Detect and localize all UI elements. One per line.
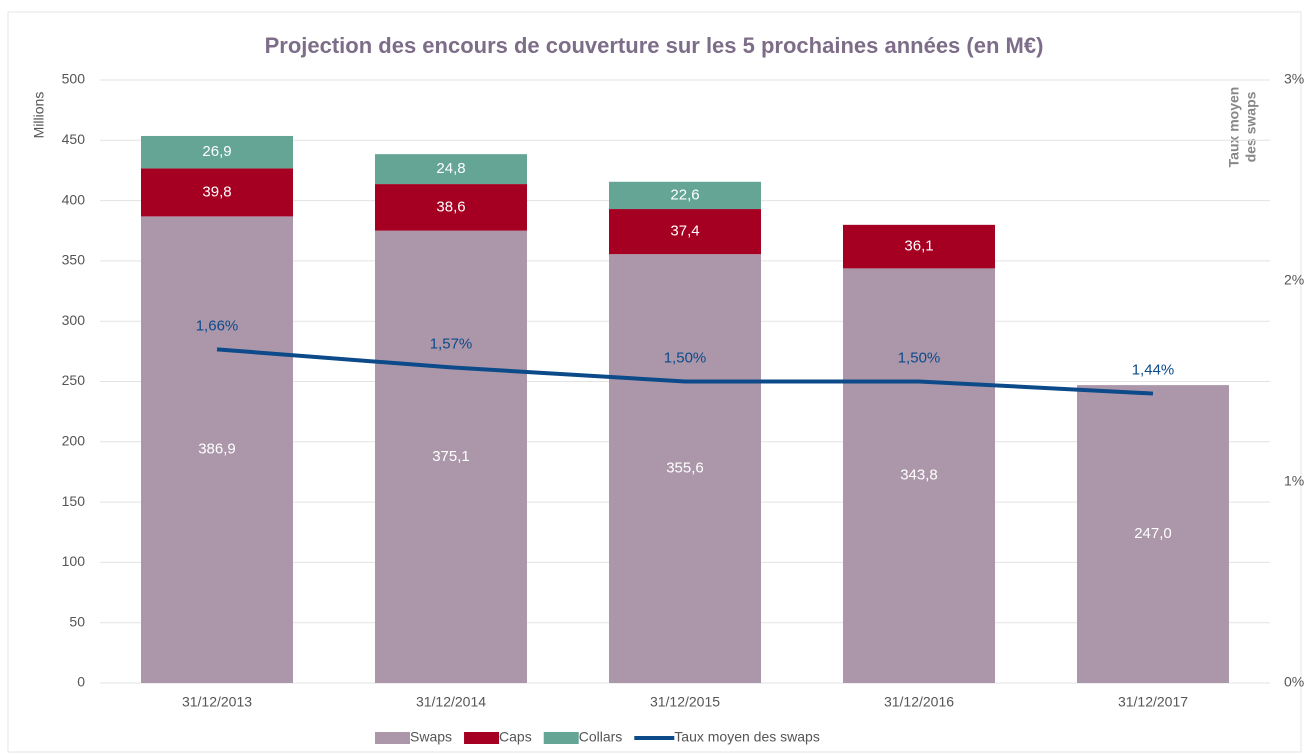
x-tick-label: 31/12/2016 xyxy=(884,694,954,710)
y-tick-label: 50 xyxy=(69,613,85,629)
legend-label: Collars xyxy=(579,729,623,745)
bar-segment xyxy=(843,268,995,683)
data-label: 36,1 xyxy=(904,238,933,255)
y-tick-label: 150 xyxy=(62,493,86,509)
bar-segment xyxy=(375,154,527,185)
y2-axis-label: des swaps xyxy=(1243,91,1259,162)
bar-segment xyxy=(141,135,293,169)
y2-tick-label: 1% xyxy=(1284,473,1304,489)
y-tick-label: 400 xyxy=(62,191,86,207)
y-tick-label: 350 xyxy=(62,252,86,268)
y-tick-label: 450 xyxy=(62,131,86,147)
y-tick-label: 200 xyxy=(62,433,86,449)
data-label: 247,0 xyxy=(1134,525,1172,542)
chart-border xyxy=(7,11,1302,753)
data-label: 37,4 xyxy=(670,223,699,240)
x-tick-label: 31/12/2014 xyxy=(416,694,486,710)
y2-tick-label: 2% xyxy=(1284,272,1304,288)
data-label: 22,6 xyxy=(670,186,699,203)
legend-swatch xyxy=(464,732,500,744)
legend-swatch xyxy=(375,732,410,744)
bar-segment xyxy=(375,230,527,683)
chart-title: Projection des encours de couverture sur… xyxy=(265,33,1044,58)
y-tick-label: 100 xyxy=(62,553,86,569)
legend-label: Caps xyxy=(499,729,532,745)
legend-label: Swaps xyxy=(410,729,452,745)
bar-segment xyxy=(609,181,761,210)
x-tick-label: 31/12/2013 xyxy=(182,694,252,710)
legend-swatch xyxy=(543,732,579,744)
line-label: 1,50% xyxy=(664,349,707,366)
y2-axis-label: Taux moyen xyxy=(1226,87,1242,168)
line-label: 1,50% xyxy=(898,349,941,366)
y-axis-label: Millions xyxy=(31,92,47,139)
data-label: 375,1 xyxy=(432,448,470,465)
data-label: 39,8 xyxy=(202,183,231,200)
bar-segment xyxy=(141,168,293,217)
bar-segment xyxy=(1077,385,1229,683)
legend-label: Taux moyen des swaps xyxy=(674,729,820,745)
data-label: 343,8 xyxy=(900,467,938,484)
y2-tick-label: 3% xyxy=(1284,71,1304,87)
line xyxy=(216,347,1154,396)
y-tick-label: 0 xyxy=(77,674,85,690)
y-tick-label: 500 xyxy=(62,71,86,87)
line-label: 1,44% xyxy=(1132,362,1175,379)
data-label: 26,9 xyxy=(202,143,231,160)
y2-tick-label: 0% xyxy=(1284,674,1304,690)
data-label: 24,8 xyxy=(436,160,465,177)
data-label: 355,6 xyxy=(666,460,704,477)
data-label: 386,9 xyxy=(198,441,236,458)
data-label: 38,6 xyxy=(436,198,465,215)
bar-segment xyxy=(609,209,761,255)
y-tick-label: 250 xyxy=(62,372,86,388)
x-tick-label: 31/12/2017 xyxy=(1118,694,1188,710)
line-label: 1,57% xyxy=(430,335,473,352)
bar-segment xyxy=(141,216,293,683)
bar-segment xyxy=(609,254,761,683)
x-tick-label: 31/12/2015 xyxy=(650,694,720,710)
bar-segment xyxy=(375,184,527,231)
line-label: 1,66% xyxy=(196,317,239,334)
bar-segment xyxy=(843,224,995,269)
y-tick-label: 300 xyxy=(62,312,86,328)
